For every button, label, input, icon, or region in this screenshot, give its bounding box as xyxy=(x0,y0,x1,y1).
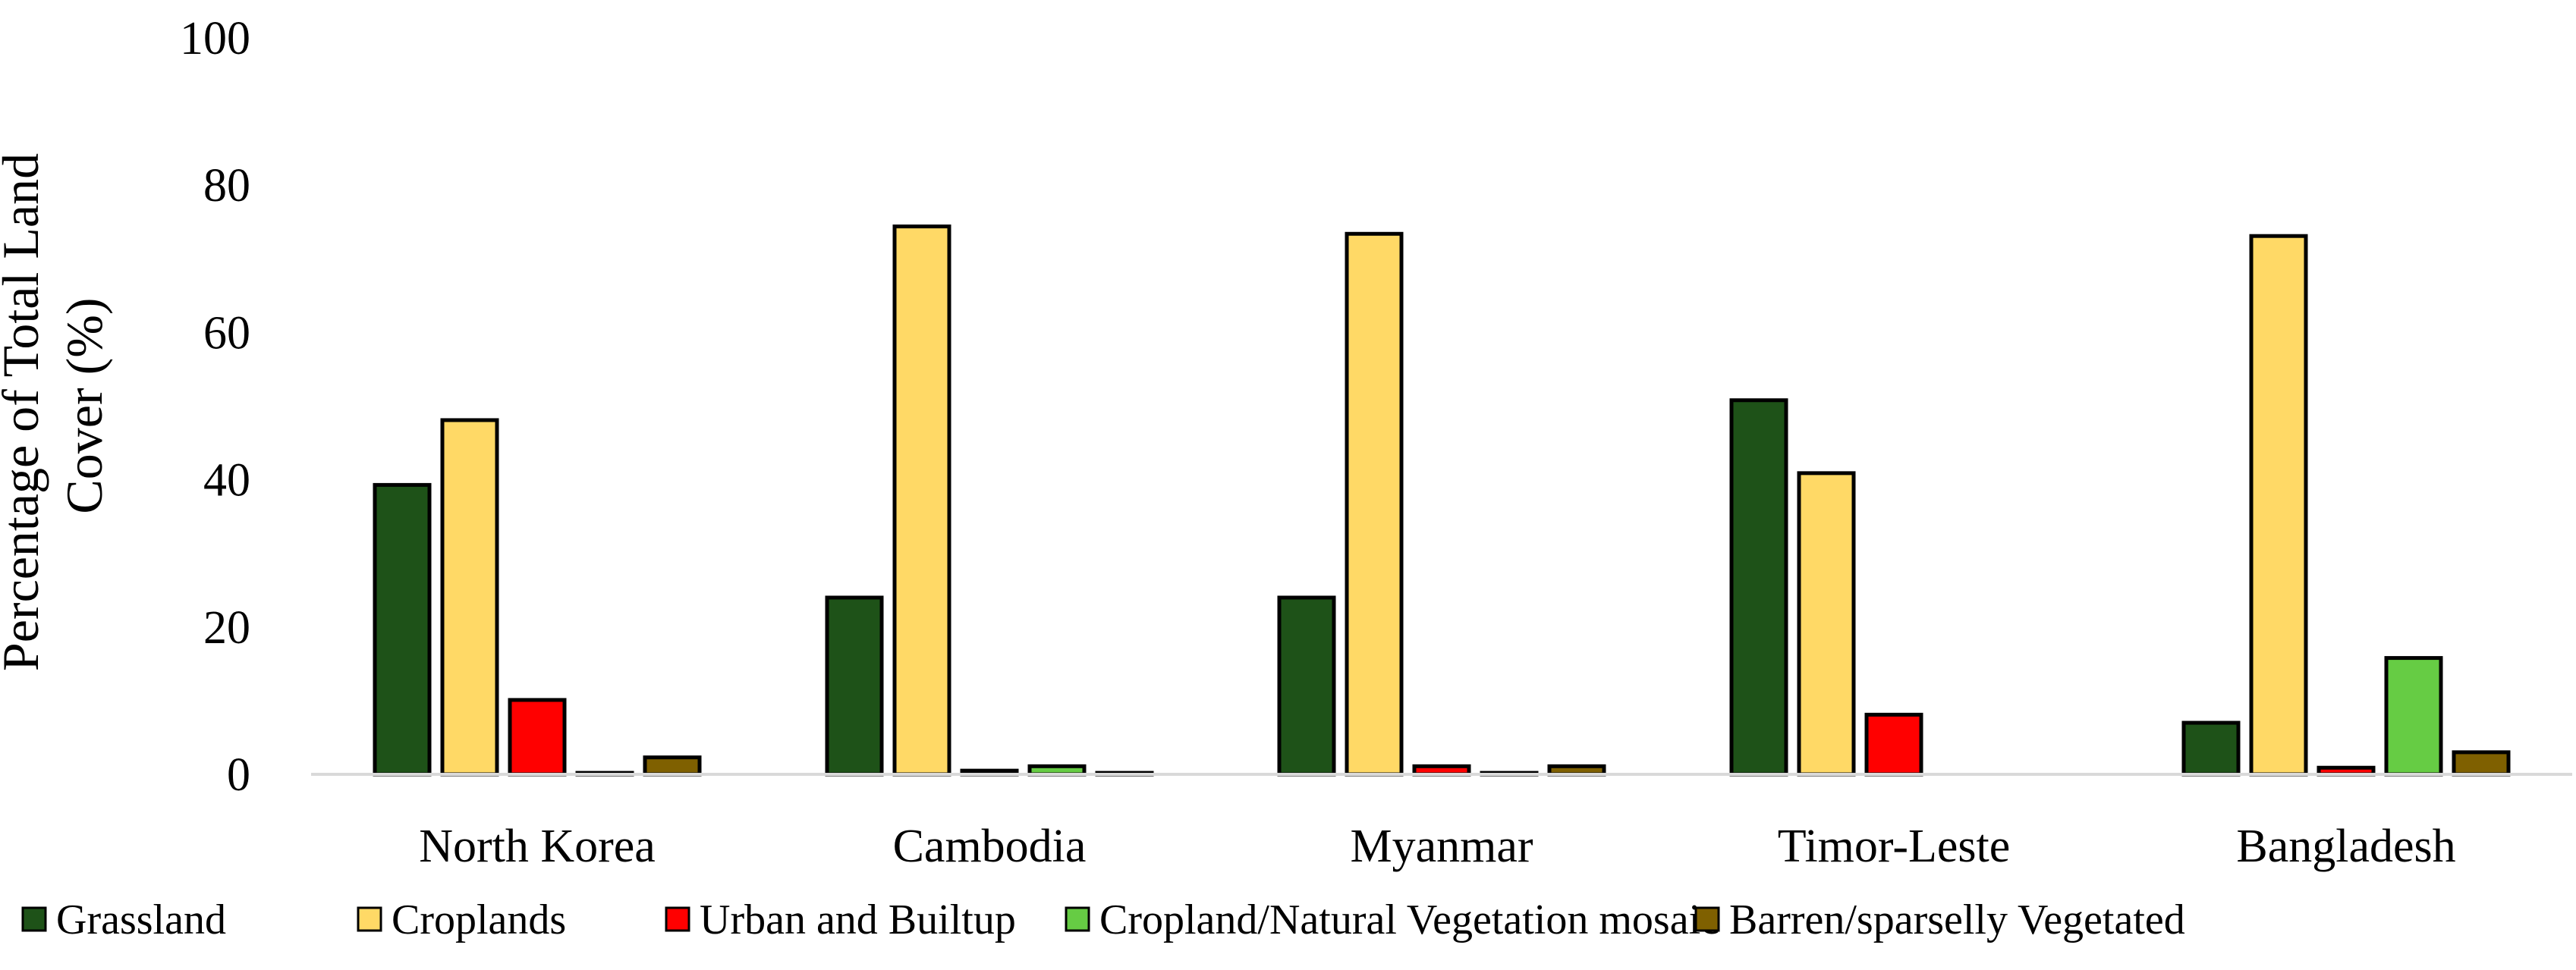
legend-label: Barren/sparselly Vegetated xyxy=(1729,896,2185,943)
legend-swatch xyxy=(21,906,47,932)
legend-label: Grassland xyxy=(56,896,226,943)
x-category-label: Cambodia xyxy=(893,821,1087,872)
x-category-label: Bangladesh xyxy=(2236,821,2455,872)
legend: Grassland Croplands Urban and Builtup Cropl… xyxy=(21,896,2185,943)
bar-cropland-natural-vegetation-mosaic-bangladesh xyxy=(2384,656,2443,777)
x-category-label: Timor-Leste xyxy=(1778,821,2010,872)
legend-swatch xyxy=(1694,906,1720,932)
bar-urban-and-builtup-timor-leste xyxy=(1864,712,1923,777)
y-axis-label: Percentage of Total Land Cover (%) xyxy=(0,140,113,671)
bar-grassland-north-korea xyxy=(373,482,432,777)
x-category-label: North Korea xyxy=(419,821,656,872)
y-tick-label: 100 xyxy=(180,13,250,64)
y-tick-label: 60 xyxy=(203,307,250,359)
y-axis-label-line-1: Percentage of Total Land xyxy=(0,153,49,671)
bar-barren-sparselly-vegetated-north-korea xyxy=(643,755,702,777)
legend-label: Croplands xyxy=(392,896,566,943)
y-tick-label: 0 xyxy=(227,749,250,801)
y-axis-label-line-2: Cover (%) xyxy=(55,297,113,513)
bar-croplands-north-korea xyxy=(440,418,499,777)
legend-swatch xyxy=(665,906,690,932)
x-category-label: Myanmar xyxy=(1350,821,1533,872)
bar-grassland-bangladesh xyxy=(2181,720,2241,777)
bar-croplands-bangladesh xyxy=(2249,234,2308,777)
legend-label: Cropland/Natural Vegetation mosaic xyxy=(1099,896,1719,943)
y-axis-ticks: 0 20 40 60 80 100 xyxy=(180,13,250,801)
y-tick-label: 80 xyxy=(203,160,250,212)
y-tick-label: 20 xyxy=(203,602,250,654)
category-labels: North Korea Cambodia Myanmar Timor-Leste Ban… xyxy=(419,821,2455,872)
y-tick-label: 40 xyxy=(203,455,250,507)
bar-barren-sparselly-vegetated-bangladesh xyxy=(2452,750,2511,777)
bar-croplands-timor-leste xyxy=(1797,471,1856,777)
bar-series-group xyxy=(373,224,2511,777)
bar-urban-and-builtup-north-korea xyxy=(508,698,567,777)
legend-swatch xyxy=(357,906,382,932)
bar-croplands-cambodia xyxy=(892,224,951,777)
legend-swatch xyxy=(1065,906,1090,932)
bar-grassland-myanmar xyxy=(1277,595,1336,777)
bar-grassland-timor-leste xyxy=(1729,398,1788,777)
bar-croplands-myanmar xyxy=(1345,231,1404,777)
legend-label: Urban and Builtup xyxy=(700,896,1016,943)
bar-grassland-cambodia xyxy=(825,595,884,777)
